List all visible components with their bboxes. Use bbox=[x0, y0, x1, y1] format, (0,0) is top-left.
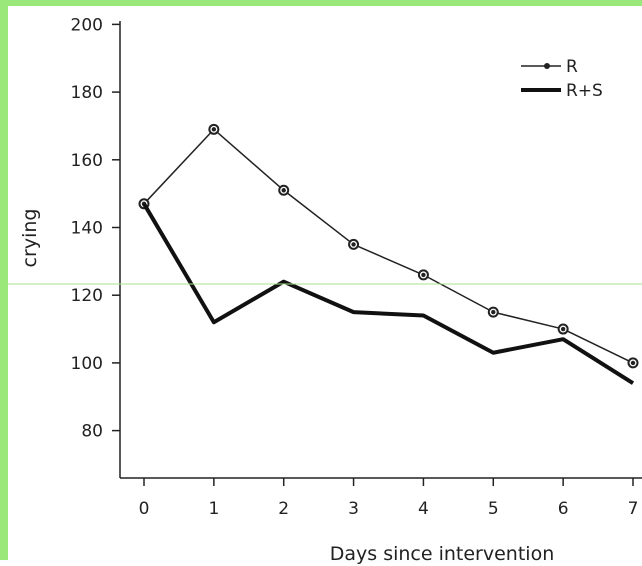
legend-marker-r bbox=[544, 63, 550, 69]
series-line-r bbox=[143, 128, 634, 364]
data-point-core-r bbox=[281, 188, 286, 193]
y-tick-label: 140 bbox=[71, 218, 103, 238]
series-layer bbox=[138, 123, 639, 385]
y-tick-label: 180 bbox=[71, 83, 103, 103]
y-axis-title: crying bbox=[19, 209, 41, 268]
data-point-core-r bbox=[491, 309, 496, 315]
series-line-r-s bbox=[142, 202, 635, 385]
data-point-core-r bbox=[421, 272, 426, 278]
y-tick-label: 100 bbox=[71, 354, 103, 374]
line-chart: 80 100 120 140 160 180 200 0 1 2 3 4 5 6 7 R R+S Days s… bbox=[8, 15, 642, 565]
y-tick-label: 80 bbox=[81, 422, 103, 442]
x-tick-label: 5 bbox=[488, 499, 499, 519]
x-tick-label: 3 bbox=[348, 499, 359, 519]
axes: 80 100 120 140 160 180 200 0 1 2 3 4 5 6 7 bbox=[71, 15, 642, 519]
x-tick-label: 1 bbox=[208, 499, 219, 519]
x-tick-label: 7 bbox=[628, 499, 639, 519]
x-tick-label: 2 bbox=[278, 499, 289, 519]
legend: R R+S bbox=[521, 57, 603, 101]
y-tick-label: 160 bbox=[71, 151, 103, 171]
x-tick-label: 0 bbox=[139, 499, 150, 519]
x-tick-label: 4 bbox=[418, 499, 429, 519]
legend-label-r-s: R+S bbox=[566, 81, 603, 101]
data-point-core-r bbox=[211, 127, 217, 132]
x-tick-label: 6 bbox=[558, 499, 569, 519]
x-axis-title: Days since intervention bbox=[330, 543, 555, 565]
y-tick-label: 200 bbox=[71, 15, 103, 35]
data-point-core-r bbox=[560, 326, 566, 332]
y-tick-label: 120 bbox=[71, 286, 103, 306]
legend-label-r: R bbox=[566, 57, 578, 77]
data-point-core-r bbox=[630, 360, 636, 366]
data-point-core-r bbox=[351, 242, 356, 247]
